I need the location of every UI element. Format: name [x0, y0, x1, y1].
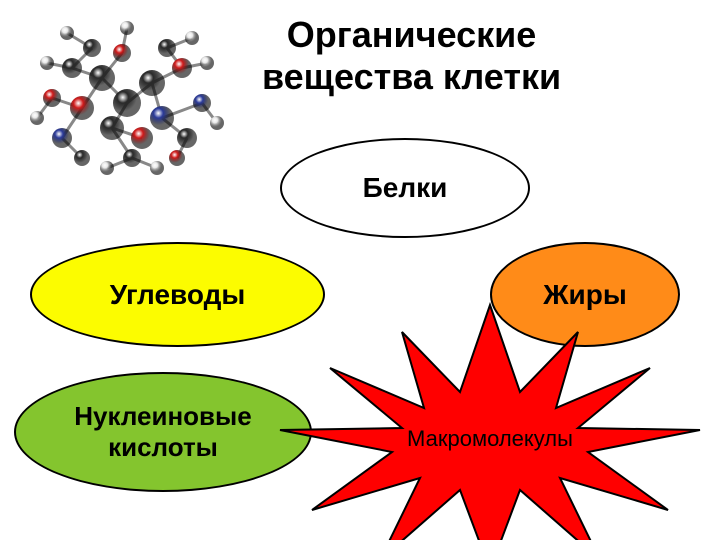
- ellipse-fats: Жиры: [490, 242, 680, 347]
- ellipse-proteins: Белки: [280, 138, 530, 238]
- starburst-label: Макромолекулы: [390, 426, 590, 452]
- ellipse-nucleic-label: Нуклеиновые кислоты: [74, 401, 251, 463]
- ellipse-carbs: Углеводы: [30, 242, 325, 347]
- ellipse-fats-label: Жиры: [543, 279, 627, 311]
- title-line2: вещества клетки: [262, 56, 561, 98]
- molecule-image: [12, 8, 242, 190]
- ellipse-carbs-label: Углеводы: [110, 279, 246, 311]
- ellipse-proteins-label: Белки: [363, 172, 448, 204]
- slide-title: Органические вещества клетки: [262, 14, 561, 98]
- title-line1: Органические: [262, 14, 561, 56]
- ellipse-nucleic: Нуклеиновые кислоты: [14, 372, 312, 492]
